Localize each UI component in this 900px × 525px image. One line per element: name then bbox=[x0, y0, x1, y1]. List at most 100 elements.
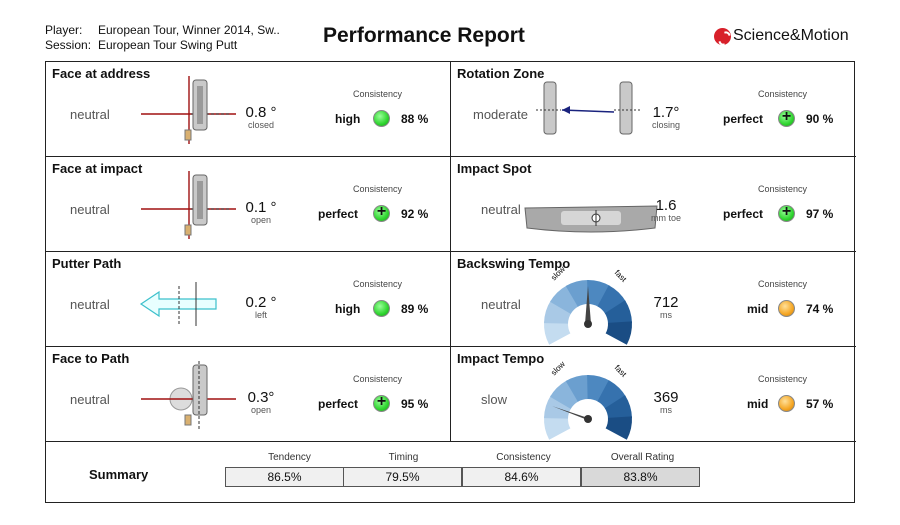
metric-unit: open bbox=[250, 215, 272, 225]
metric-value: 0.1 ° bbox=[245, 199, 277, 216]
metric-cell-putter-path: Putter Path neutral 0.2 ° left Consistency hi… bbox=[46, 252, 451, 347]
metric-title: Face at impact bbox=[52, 161, 143, 176]
consistency-indicator-icon bbox=[373, 300, 390, 317]
consistency-indicator-icon bbox=[778, 300, 795, 317]
metric-tendency: neutral bbox=[70, 297, 110, 312]
consistency-percent: 57 % bbox=[806, 397, 834, 411]
gauge-fast-label: fast bbox=[613, 268, 629, 284]
consistency-indicator-icon bbox=[778, 203, 795, 222]
metric-cell-face-to-path: Face to Path neutral 0.3° open Consistency pe… bbox=[46, 347, 451, 442]
metric-value: 369 bbox=[653, 389, 679, 406]
gauge-slow-label: slow bbox=[549, 264, 567, 282]
gauge-segment bbox=[544, 321, 571, 345]
metrics-grid: Face at address neutral 0.8 ° closed Consist… bbox=[45, 61, 856, 503]
consistency-label: Consistency bbox=[353, 89, 403, 99]
metric-unit: ms bbox=[660, 405, 672, 415]
consistency-percent: 88 % bbox=[401, 112, 429, 126]
metric-cell-face-at-impact: Face at impact neutral 0.1 ° open Consistenc… bbox=[46, 157, 451, 252]
gauge-segment bbox=[605, 416, 632, 440]
gauge-segment bbox=[587, 375, 611, 402]
consistency-rating: perfect bbox=[723, 207, 764, 221]
metric-tendency: neutral bbox=[70, 202, 110, 217]
consistency-percent: 97 % bbox=[806, 207, 834, 221]
logo-text: Science&Motion bbox=[733, 27, 849, 44]
metric-tendency: neutral bbox=[481, 297, 521, 312]
gauge-segment bbox=[544, 300, 572, 324]
metric-tendency: neutral bbox=[70, 392, 110, 407]
summary-value-timing: 79.5% bbox=[343, 467, 462, 487]
metric-tendency: neutral bbox=[70, 107, 110, 122]
consistency-rating: high bbox=[335, 112, 361, 126]
consistency-label: Consistency bbox=[758, 184, 808, 194]
backswing-gauge: slow fast bbox=[544, 264, 632, 345]
consistency-label: Consistency bbox=[758, 374, 808, 384]
metric-tendency: moderate bbox=[473, 107, 528, 122]
metric-title: Rotation Zone bbox=[457, 66, 545, 81]
metric-cell-impact-tempo: Impact Tempo slow slow fast 369 ms Consistency… bbox=[451, 347, 856, 442]
logo-s-icon bbox=[714, 27, 731, 45]
metric-tendency: neutral bbox=[481, 202, 521, 217]
gauge-segment bbox=[597, 285, 626, 314]
metric-unit: ms bbox=[660, 310, 672, 320]
consistency-rating: mid bbox=[747, 302, 769, 316]
summary-label: Summary bbox=[89, 467, 149, 482]
metric-value-block: 1.6 mm toe bbox=[641, 197, 691, 223]
gauge-segment bbox=[597, 380, 626, 409]
metric-value: 0.3° bbox=[247, 389, 275, 406]
metric-value-block: 712 ms bbox=[641, 294, 691, 320]
consistency-percent: 90 % bbox=[806, 112, 834, 126]
gauge-segment bbox=[604, 395, 632, 419]
summary-header-tendency: Tendency bbox=[268, 452, 311, 463]
gauge-segment bbox=[550, 380, 579, 409]
rotation-zone-graphic bbox=[536, 81, 640, 135]
metric-unit: open bbox=[250, 405, 272, 415]
facepath-graphic bbox=[141, 361, 236, 429]
consistency-percent: 92 % bbox=[401, 207, 429, 221]
consistency-label: Consistency bbox=[758, 279, 808, 289]
page-title: Performance Report bbox=[323, 24, 525, 47]
consistency-rating: perfect bbox=[723, 112, 764, 126]
consistency-label: Consistency bbox=[353, 374, 403, 384]
consistency-rating: high bbox=[335, 302, 361, 316]
metric-value: 1.6 bbox=[655, 197, 677, 214]
metric-cell-rotation-zone: Rotation Zone moderate 1.7° closing Consiste… bbox=[451, 62, 856, 157]
path-graphic bbox=[139, 282, 217, 326]
metric-title: Putter Path bbox=[52, 256, 122, 271]
gauge-segment bbox=[605, 321, 632, 345]
metric-title: Face at address bbox=[52, 66, 151, 81]
metric-cell-face-at-address: Face at address neutral 0.8 ° closed Consist… bbox=[46, 62, 451, 157]
metric-value: 1.7° bbox=[652, 104, 680, 121]
putter-head-graphic bbox=[524, 205, 658, 233]
metric-value-block: 369 ms bbox=[641, 389, 691, 415]
gauge-segment bbox=[565, 375, 589, 402]
metric-value: 712 bbox=[653, 294, 679, 311]
gauge-segment bbox=[550, 285, 579, 314]
gauge-segment bbox=[565, 280, 589, 307]
metric-cell-impact-spot: Impact Spot neutral 1.6 mm toe Consistency pe… bbox=[451, 157, 856, 252]
gauge-segment bbox=[544, 416, 571, 440]
metric-value-block: 0.2 ° left bbox=[236, 294, 286, 320]
metric-unit: closing bbox=[651, 120, 680, 130]
gauge-segment bbox=[587, 280, 611, 307]
metric-unit: left bbox=[254, 310, 267, 320]
gauge-fast-label: fast bbox=[613, 363, 629, 379]
metric-unit: closed bbox=[247, 120, 274, 130]
consistency-indicator-icon bbox=[373, 393, 390, 412]
metric-title: Impact Spot bbox=[457, 161, 532, 176]
metric-unit: mm toe bbox=[650, 213, 681, 223]
gauge-needle bbox=[585, 286, 591, 324]
impact-gauge: slow fast bbox=[544, 359, 632, 440]
player-label: Player: bbox=[45, 23, 83, 37]
summary-header-overall: Overall Rating bbox=[610, 452, 675, 463]
consistency-label: Consistency bbox=[353, 279, 403, 289]
summary-value-tendency: 86.5% bbox=[225, 467, 344, 487]
metric-value-block: 1.7° closing bbox=[641, 104, 691, 130]
consistency-label: Consistency bbox=[758, 89, 808, 99]
session-label: Session: bbox=[45, 38, 92, 52]
summary-header-timing: Timing bbox=[388, 452, 419, 463]
metric-cell-backswing-tempo: Backswing Tempo neutral slow fast 712 ms Consi… bbox=[451, 252, 856, 347]
consistency-indicator-icon bbox=[373, 110, 390, 127]
metric-value-block: 0.1 ° open bbox=[236, 199, 286, 225]
metric-title: Face to Path bbox=[52, 351, 130, 366]
summary-value-overall: 83.8% bbox=[581, 467, 700, 487]
